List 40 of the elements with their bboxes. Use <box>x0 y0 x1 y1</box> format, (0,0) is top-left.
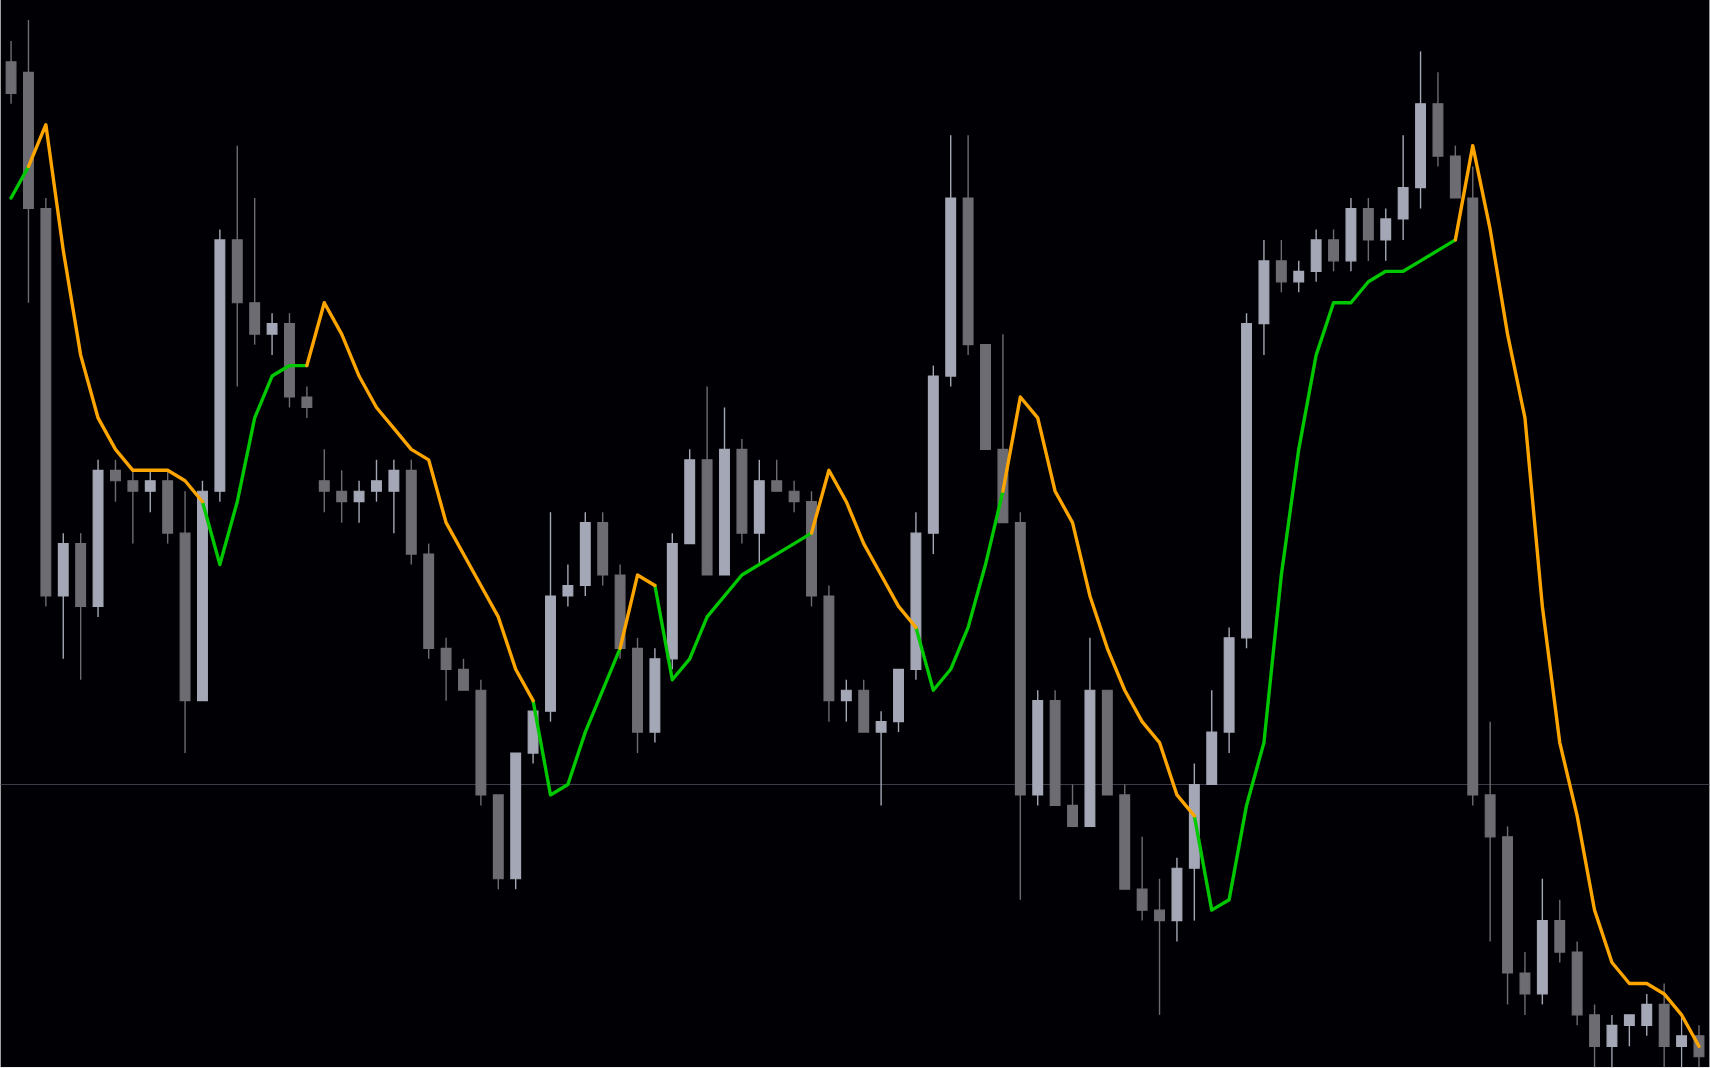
candlestick <box>144 469 156 513</box>
candlestick <box>840 679 852 723</box>
candlestick <box>249 197 261 346</box>
candlestick <box>1554 899 1566 964</box>
candlestick <box>353 480 365 524</box>
candlestick <box>109 459 121 503</box>
candlestick <box>1310 228 1322 283</box>
candlestick <box>1380 207 1392 262</box>
candlestick <box>1658 982 1670 1068</box>
candlestick <box>1589 1003 1601 1068</box>
candlestick <box>5 40 17 105</box>
candlestick <box>1362 197 1374 262</box>
candlestick <box>1067 783 1078 828</box>
candlestick <box>336 469 348 524</box>
candlestick <box>1449 144 1461 199</box>
candlestick <box>301 385 313 419</box>
candlestick <box>562 563 574 608</box>
candlestick <box>388 459 400 534</box>
candlestick <box>1154 878 1166 1016</box>
candlestick <box>1293 260 1305 293</box>
candlestick <box>1641 993 1653 1037</box>
candlestick <box>127 469 139 545</box>
candlestick <box>1397 134 1409 241</box>
candlestick <box>1136 836 1148 922</box>
candlestick <box>1623 1014 1635 1048</box>
candlestick <box>440 637 452 702</box>
candlestick <box>1676 1014 1688 1068</box>
candlestick <box>788 480 800 513</box>
candlestick <box>318 448 330 513</box>
candlestick <box>1275 239 1287 293</box>
candlestick <box>371 459 382 503</box>
candlestick <box>875 710 887 807</box>
candlestick <box>266 312 278 356</box>
candlestick <box>771 459 783 492</box>
candlestick <box>1328 228 1340 273</box>
candlestick <box>1484 720 1496 943</box>
candlestick <box>858 679 870 733</box>
candlestick <box>1606 1014 1618 1068</box>
candlestick <box>458 658 469 691</box>
candlestick <box>1519 951 1531 1016</box>
